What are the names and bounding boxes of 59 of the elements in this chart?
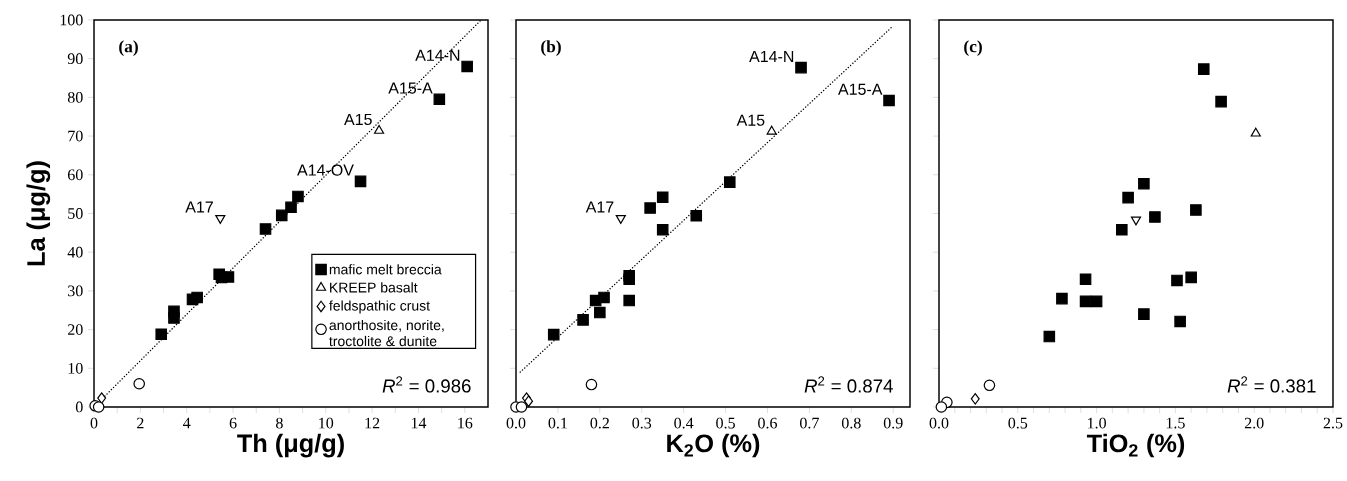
annotation: A15-A — [838, 83, 883, 95]
y-tick-label: 90 — [67, 53, 83, 65]
y-tick-label: 80 — [67, 91, 83, 103]
annotation: A15-A — [388, 82, 433, 94]
annotation: A15 — [344, 113, 372, 126]
y-tick-label: 100 — [60, 14, 83, 26]
x-tick-label: 0 — [90, 417, 98, 429]
x-tick-label: 0.0 — [506, 417, 526, 429]
x-axis-title: Th (μg/g) — [237, 433, 344, 458]
annotation: A14-N — [415, 49, 460, 61]
annotation: R$^{2}$ = 0.874 — [804, 376, 893, 393]
legend-label: KREEP basalt — [330, 282, 418, 293]
annotation: (c) — [964, 40, 982, 56]
annotation: A14-N — [749, 50, 794, 62]
annotation: A17 — [585, 201, 614, 213]
annotation: (a) — [119, 40, 138, 56]
annotation: (b) — [541, 40, 561, 56]
y-tick-label: 60 — [67, 169, 83, 181]
x-tick-label: 0.9 — [883, 417, 903, 429]
x-tick-label: 16 — [458, 417, 473, 429]
x-tick-label: 14 — [411, 417, 427, 429]
y-tick-label: 40 — [67, 246, 83, 258]
annotation: R$^{2}$ = 0.986 — [382, 376, 471, 393]
x-tick-label: 0.8 — [841, 417, 861, 429]
y-tick-label: 70 — [68, 130, 83, 142]
legend-label: feldspathic crust — [329, 300, 430, 314]
x-tick-label: 0.7 — [800, 417, 819, 429]
x-tick-label: 6 — [229, 417, 237, 429]
y-tick-label: 20 — [68, 324, 83, 335]
annotation: A17 — [185, 201, 213, 213]
x-axis-title: TiO$_{2}$ (%) — [1086, 433, 1185, 458]
y-tick-label: 50 — [68, 208, 83, 219]
x-tick-label: 10 — [319, 417, 334, 429]
annotation: A15 — [736, 114, 765, 126]
x-tick-label: 0.3 — [632, 417, 652, 429]
annotation: R$^{2}$ = 0.381 — [1227, 376, 1316, 393]
x-tick-label: 4 — [183, 417, 191, 429]
x-tick-label: 8 — [276, 417, 283, 429]
y-tick-label: 30 — [68, 285, 83, 297]
annotation: A14-OV — [297, 164, 354, 176]
x-tick-label: 0.5 — [1008, 417, 1028, 429]
x-tick-label: 0.2 — [590, 417, 609, 429]
x-tick-label: 2.5 — [1323, 417, 1343, 429]
x-axis-title: K$_{2}$O (%) — [667, 433, 760, 458]
x-tick-label: 0.0 — [929, 417, 949, 429]
x-tick-label: 1.0 — [1088, 417, 1106, 429]
y-tick-label: 10 — [68, 362, 83, 374]
x-tick-label: 0.6 — [758, 417, 778, 429]
x-tick-label: 12 — [365, 417, 380, 429]
x-tick-label: 1.5 — [1166, 417, 1185, 429]
legend-label: anorthosite, norite, troctolite & dunite — [329, 319, 444, 347]
y-axis-title: La (μg/g) — [26, 161, 51, 266]
x-tick-label: 2 — [137, 417, 144, 429]
y-tick-label: 0 — [75, 401, 83, 413]
x-tick-label: 0.1 — [548, 417, 567, 429]
x-tick-label: 0.5 — [716, 417, 735, 429]
x-tick-label: 2.0 — [1244, 417, 1264, 429]
legend-label: mafic melt breccia — [329, 264, 442, 275]
x-tick-label: 0.4 — [674, 417, 694, 429]
